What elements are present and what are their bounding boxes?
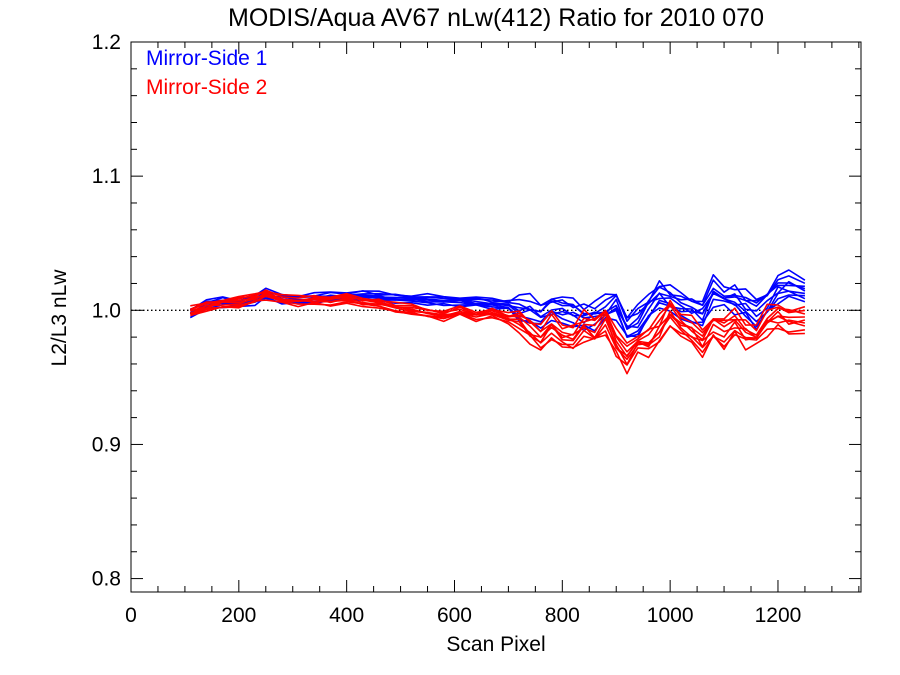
- x-tick-label: 800: [545, 604, 580, 627]
- legend-item-mirror-side-1: Mirror-Side 1: [146, 47, 267, 70]
- plot-frame: [130, 41, 862, 593]
- y-axis-label: L2/L3 nLw: [48, 269, 71, 367]
- y-tick-label: 0.8: [92, 568, 121, 591]
- tick-labels: 0 200 400 600 800 1000 1200 0.8 0.9 1.0 1.1 1.2: [92, 31, 802, 627]
- series-2: [189, 289, 806, 375]
- series-layer: [189, 269, 806, 375]
- series-2-trace-9: [190, 290, 806, 344]
- x-tick-label: 1000: [647, 604, 694, 627]
- y-tick-label: 0.9: [92, 433, 121, 456]
- chart-title: MODIS/Aqua AV67 nLw(412) Ratio for 2010 …: [228, 4, 764, 32]
- plot-border: [130, 41, 862, 593]
- x-tick-label: 600: [437, 604, 472, 627]
- legend: Mirror-Side 1 Mirror-Side 2: [146, 47, 267, 99]
- x-tick-label: 200: [221, 604, 256, 627]
- y-tick-label: 1.1: [92, 165, 121, 188]
- y-tick-label: 1.2: [92, 31, 121, 54]
- x-tick-label: 1200: [755, 604, 802, 627]
- x-axis-label: Scan Pixel: [446, 633, 545, 656]
- series-2-trace-4: [189, 295, 806, 366]
- y-tick-label: 1.0: [92, 299, 121, 322]
- x-tick-label: 400: [329, 604, 364, 627]
- series-1-trace-9: [189, 269, 806, 319]
- axis-ticks: [130, 41, 861, 592]
- x-tick-label: 0: [125, 604, 137, 627]
- legend-item-mirror-side-2: Mirror-Side 2: [146, 76, 267, 99]
